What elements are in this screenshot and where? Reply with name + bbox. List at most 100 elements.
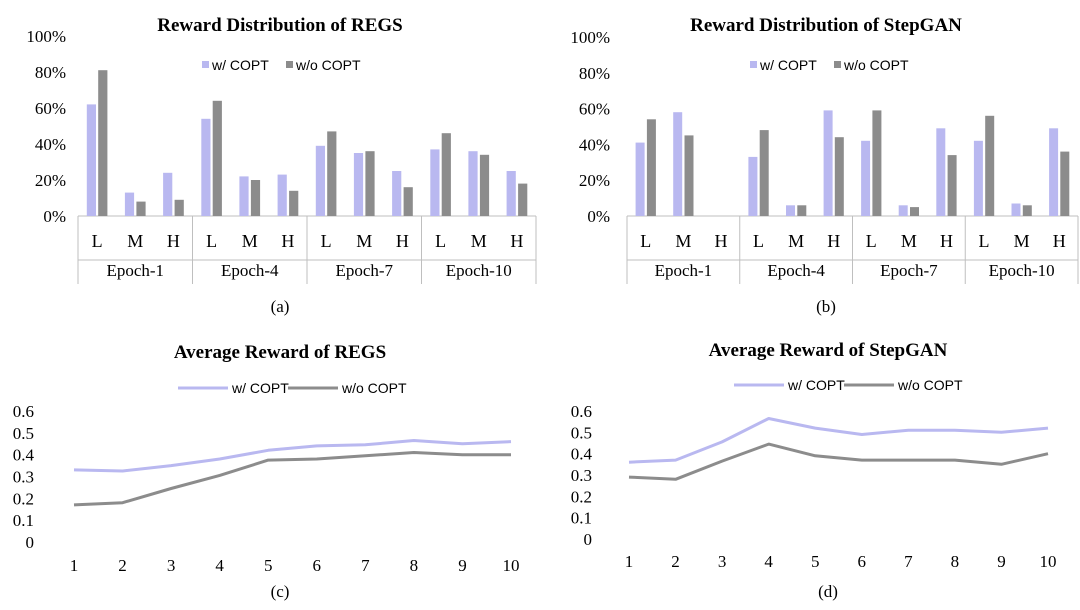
group-label: Epoch-1 [106, 261, 164, 280]
y-tick-label: 100% [570, 28, 610, 47]
bar-without-copt [250, 180, 261, 216]
group-label: Epoch-10 [989, 261, 1055, 280]
legend-label-with-copt: w/ COPT [787, 377, 845, 393]
bar-without-copt [1060, 151, 1070, 216]
x-tick-label: 9 [458, 556, 467, 575]
legend: w/ COPT w/o COPT [750, 57, 909, 73]
category-label: H [940, 231, 953, 251]
y-tick-label: 100% [26, 27, 66, 46]
bar-without-copt [212, 100, 222, 216]
x-tick-label: 4 [215, 556, 224, 575]
bar-without-copt [684, 135, 694, 216]
x-tick-label: 8 [951, 552, 960, 571]
category-label: H [714, 231, 727, 251]
group-label: Epoch-4 [221, 261, 279, 280]
x-tick-label: 5 [811, 552, 820, 571]
y-tick-label: 0.4 [571, 445, 593, 464]
bar-with-copt [635, 142, 645, 216]
legend-label-without-copt: w/o COPT [295, 57, 361, 73]
y-tick-label: 0.3 [13, 468, 34, 487]
bar-with-copt [1011, 203, 1021, 216]
y-tick-label: 0.6 [571, 402, 592, 421]
series-line-without-copt [73, 451, 511, 507]
bar-with-copt [898, 205, 908, 216]
x-tick-label: 5 [264, 556, 273, 575]
line-chart-c: Average Reward of REGS w/ COPT w/o COPT 0 0.… [13, 342, 520, 601]
bar-without-copt [872, 110, 882, 216]
category-label: L [866, 231, 877, 251]
y-tick-label: 60% [579, 100, 610, 119]
legend-label-without-copt: w/o COPT [843, 57, 909, 73]
legend-swatch-without-copt [286, 61, 293, 68]
y-tick-label: 0.2 [13, 489, 34, 508]
bar-with-copt [430, 149, 440, 216]
group-label: Epoch-1 [655, 261, 713, 280]
x-tick-label: 4 [764, 552, 773, 571]
bar-without-copt [365, 151, 375, 216]
caption: (d) [818, 582, 838, 601]
x-tick-label: 3 [167, 556, 176, 575]
category-label: M [1014, 231, 1030, 251]
y-tick-label: 20% [35, 171, 66, 190]
category-label: M [356, 231, 372, 251]
x-tick-label: 10 [503, 556, 520, 575]
legend: w/ COPT w/o COPT [178, 380, 407, 396]
bar-with-copt [748, 156, 758, 216]
y-tick-label: 20% [579, 171, 610, 190]
caption: (b) [816, 297, 836, 316]
category-label: M [471, 231, 487, 251]
category-label: H [827, 231, 840, 251]
y-tick-label: 0 [26, 533, 35, 552]
bar-with-copt [936, 128, 946, 216]
bar-with-copt [353, 153, 364, 216]
series-line-with-copt [73, 439, 512, 473]
bar-chart-a: Reward Distribution of REGS 0% 20% 40% 60% 80… [26, 15, 537, 316]
x-tick-label: 7 [904, 552, 913, 571]
y-tick-label: 0.1 [571, 509, 592, 528]
bar-without-copt [289, 190, 299, 216]
chart-title: Average Reward of REGS [174, 342, 386, 363]
legend-swatch-with-copt [202, 61, 209, 68]
legend: w/ COPT w/o COPT [734, 377, 963, 393]
bar-without-copt [98, 70, 108, 216]
legend: w/ COPT w/o COPT [202, 57, 361, 73]
group-label: Epoch-7 [880, 261, 938, 280]
bar-without-copt [1022, 205, 1032, 216]
bar-without-copt [441, 133, 451, 216]
y-tick-label: 80% [579, 64, 610, 83]
legend-label-without-copt: w/o COPT [897, 377, 963, 393]
category-label: H [167, 231, 180, 251]
bar-with-copt [861, 140, 871, 216]
legend-label-with-copt: w/ COPT [759, 57, 817, 73]
x-tick-label: 8 [410, 556, 419, 575]
category-label: H [510, 231, 523, 251]
bar-without-copt [518, 183, 528, 216]
bar-with-copt [201, 118, 211, 216]
category-label: M [242, 231, 258, 251]
x-tick-label: 3 [718, 552, 727, 571]
y-tick-label: 0.2 [571, 487, 592, 506]
y-tick-label: 0.6 [13, 402, 34, 421]
y-tick-label: 0.3 [571, 466, 592, 485]
bar-with-copt [392, 171, 402, 216]
bar-with-copt [277, 174, 287, 216]
x-tick-label: 10 [1040, 552, 1057, 571]
bar-without-copt [947, 155, 957, 216]
group-label: Epoch-10 [446, 261, 512, 280]
category-label: L [435, 231, 446, 251]
bar-with-copt [315, 145, 325, 216]
legend-label-with-copt: w/ COPT [231, 380, 289, 396]
y-tick-label: 40% [35, 135, 66, 154]
category-label: M [788, 231, 804, 251]
bar-without-copt [910, 207, 919, 216]
legend-swatch-with-copt [750, 61, 757, 68]
category-label: L [321, 231, 332, 251]
y-tick-label: 0% [43, 207, 66, 226]
group-label: Epoch-7 [335, 261, 393, 280]
bar-without-copt [834, 137, 844, 216]
legend-label-without-copt: w/o COPT [341, 380, 407, 396]
category-label: L [92, 231, 103, 251]
bar-with-copt [506, 171, 516, 216]
bar-without-copt [985, 115, 995, 216]
